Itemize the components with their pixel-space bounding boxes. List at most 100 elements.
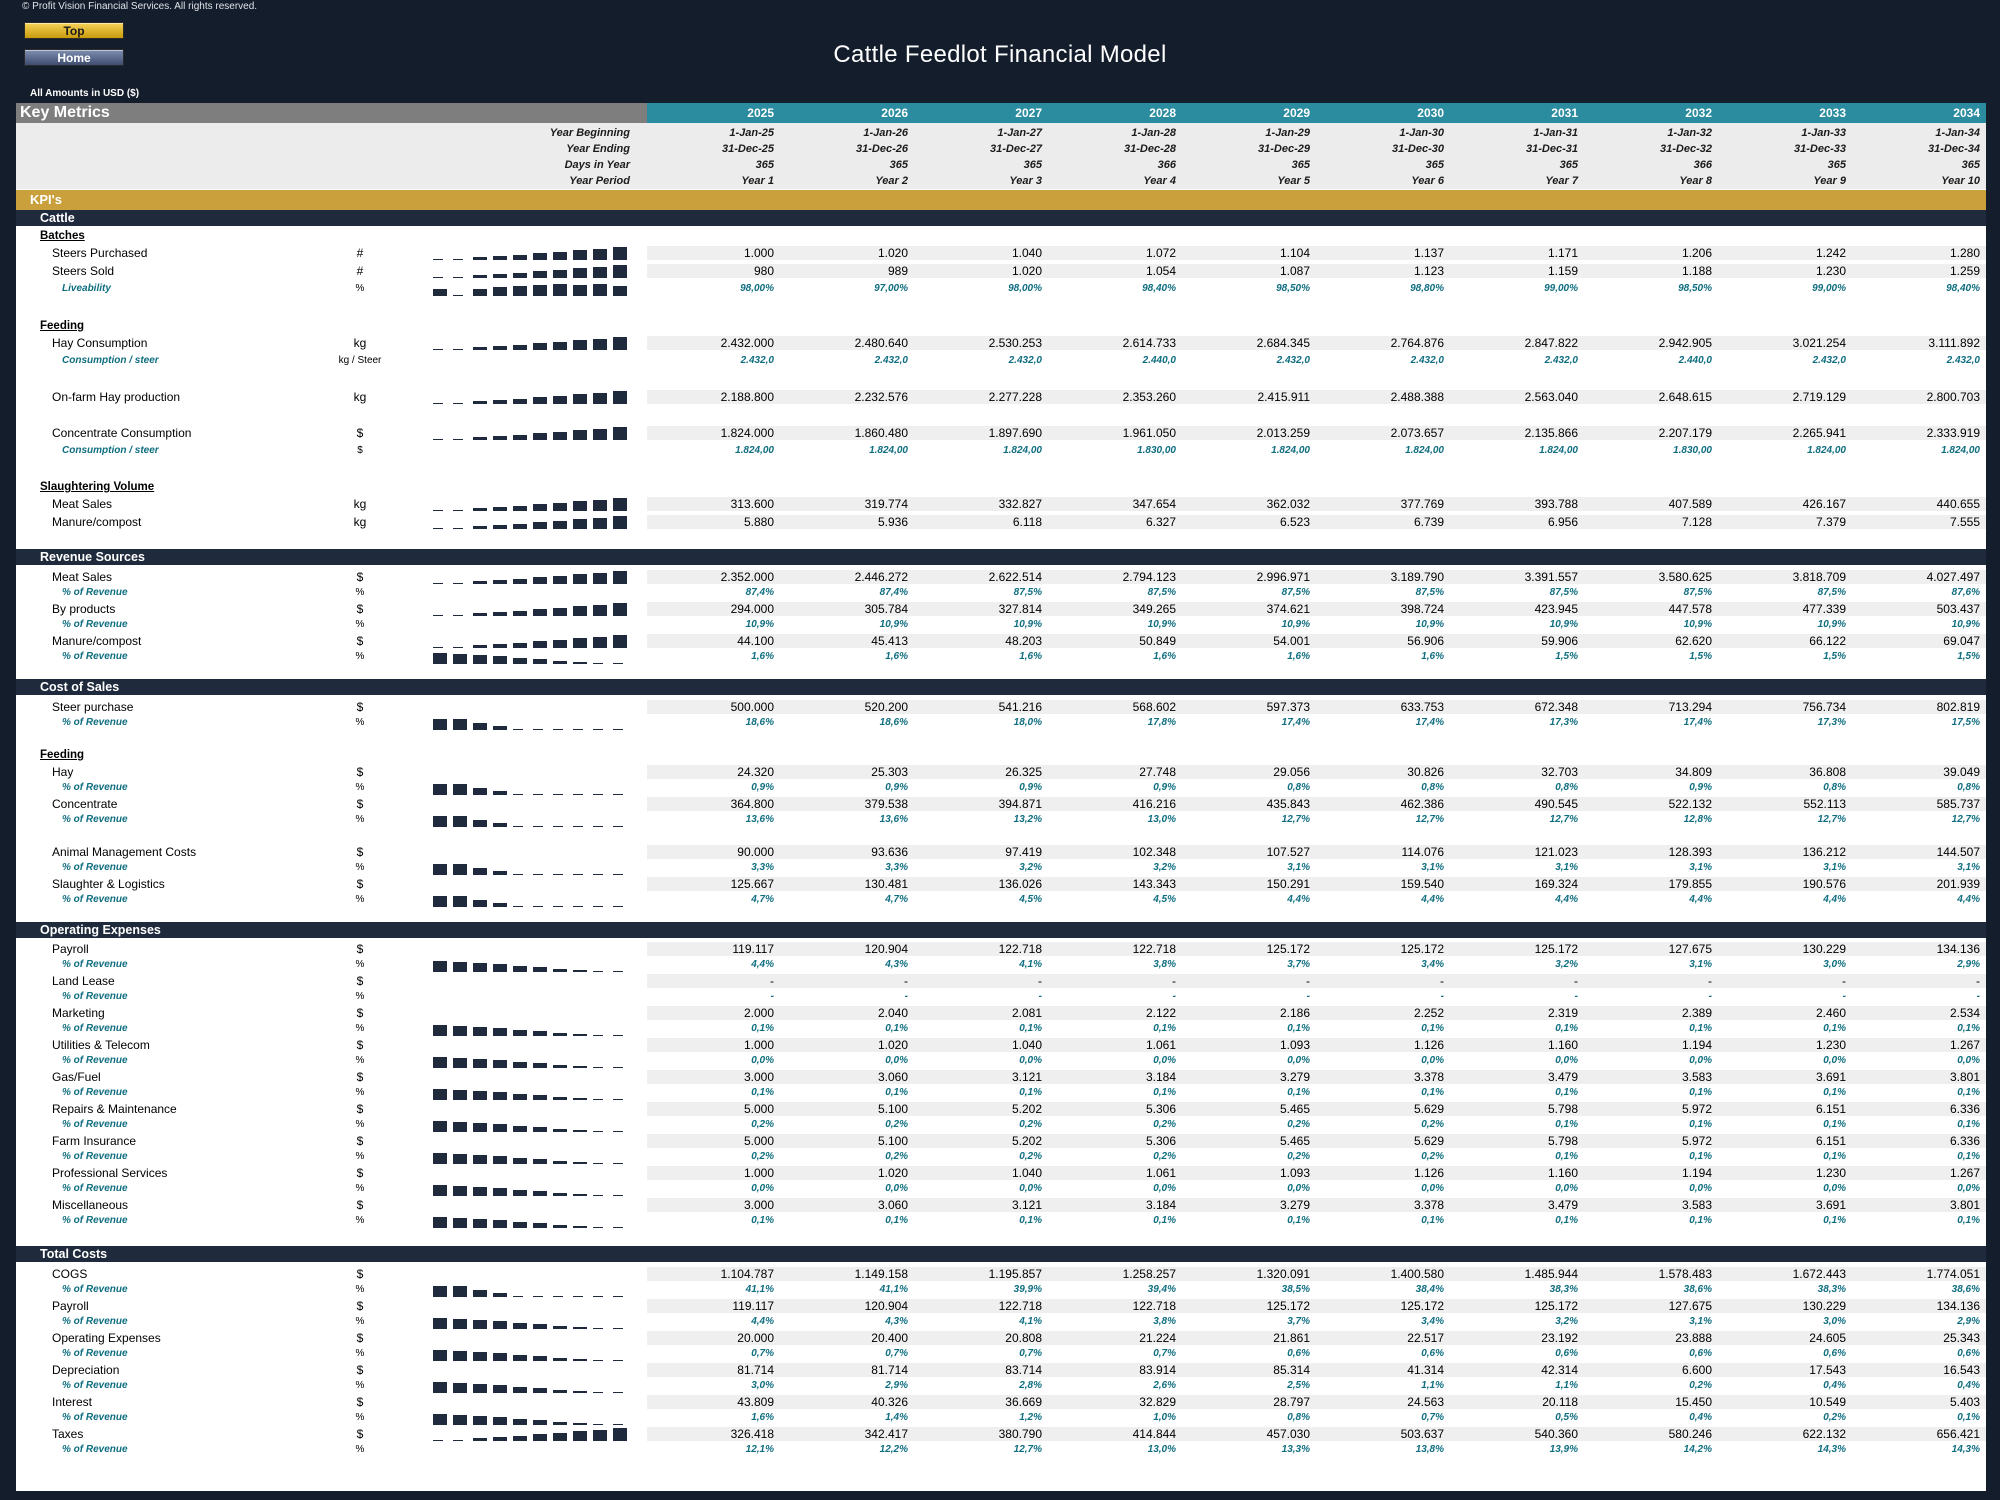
sparkline-bar [453, 349, 463, 350]
cell-value: 99,00% [1812, 283, 1846, 294]
cell-value: 1.206 [1681, 246, 1712, 260]
cell-value: 125.172 [1266, 942, 1310, 956]
cell-value: 5.880 [743, 515, 774, 529]
cell-value: 0,4% [1823, 1380, 1846, 1391]
cell-value: 2.432,0 [1008, 355, 1042, 366]
sparkline-bar [553, 608, 567, 616]
period-value: Year 1 [741, 175, 774, 187]
sparkline-bar [473, 1384, 487, 1393]
cell-value: 0,0% [1957, 1183, 1980, 1194]
cell-value: 0,8% [1823, 782, 1846, 793]
percent-row: % of Revenue% 1,6% 1,4% 1,2% 1,0% 0,8% 0,7% 0,5… [16, 1410, 1986, 1426]
cell-value: 2.353.260 [1122, 390, 1176, 404]
cell-value: 0,0% [751, 1055, 774, 1066]
cell-value: 169.324 [1534, 877, 1578, 891]
unit-label: $ [356, 845, 364, 859]
cell-value: 5.306 [1145, 1102, 1176, 1116]
sparkline-bar [573, 662, 587, 664]
sparkline-icon [433, 427, 627, 440]
period-value: Year 2 [875, 175, 908, 187]
row-label: % of Revenue [62, 1348, 128, 1359]
data-row: Miscellaneous $3.000 3.060 3.121 3.184 3.279 3… [16, 1197, 1986, 1213]
row-label: Depreciation [52, 1363, 120, 1377]
sparkline-bar [513, 1094, 527, 1100]
cell-value: 17,4% [1415, 717, 1444, 728]
sparkline-bar [593, 637, 607, 648]
cell-value: 125.172 [1534, 1299, 1578, 1313]
cell-value: 3,8% [1153, 1316, 1176, 1327]
cell-value: 0,2% [1421, 1119, 1444, 1130]
cell-value: 201.939 [1936, 877, 1980, 891]
data-row: Slaughter & Logistics $125.667 130.481 136.… [16, 876, 1986, 892]
row-shading [647, 602, 1986, 616]
period-value: 1-Jan-32 [1667, 127, 1712, 139]
cell-value: 1.072 [1145, 246, 1176, 260]
cell-value: 0,1% [1823, 1087, 1846, 1098]
sparkline-bar [533, 1420, 547, 1425]
sparkline-bar [613, 635, 627, 648]
cell-value: 4,4% [1689, 894, 1712, 905]
cell-value: 1.400.580 [1390, 1267, 1444, 1281]
row-shading [647, 942, 1986, 956]
unit-label: % [355, 959, 365, 970]
sparkline-bar [553, 503, 567, 511]
sparkline-bar [613, 1099, 623, 1100]
row-shading [647, 1070, 1986, 1084]
cell-value: 1.000 [743, 1038, 774, 1052]
cell-value: 1.830,00 [1673, 445, 1712, 456]
top-button[interactable]: Top [24, 22, 124, 39]
unit-label: $ [356, 602, 364, 616]
sparkline-bar [593, 874, 603, 875]
cell-value: 144.507 [1936, 845, 1980, 859]
cell-value: 10.549 [1809, 1395, 1846, 1409]
sparkline-bar [533, 271, 547, 278]
sparkline-bar [473, 1155, 487, 1164]
sparkline-bar [573, 430, 587, 440]
row-label: % of Revenue [62, 1380, 128, 1391]
sparkline-bar [473, 275, 487, 278]
cell-value: 1,5% [1823, 651, 1846, 662]
sparkline-bar [433, 896, 447, 907]
cell-value: 17,4% [1281, 717, 1310, 728]
sparkline-bar [613, 391, 627, 404]
cell-value: 0,1% [1019, 1023, 1042, 1034]
cell-value: 98,80% [1410, 283, 1444, 294]
sparkline-bar [533, 609, 547, 616]
sparkline-bar [573, 1391, 587, 1393]
currency-note: All Amounts in USD ($) [30, 88, 140, 99]
cell-value: 2.764.876 [1390, 336, 1444, 350]
cell-value: 14,3% [1951, 1444, 1980, 1455]
cell-value: 143.343 [1132, 877, 1176, 891]
sparkline-bar [433, 1185, 447, 1196]
cell-value: 2.530.253 [988, 336, 1042, 350]
cell-value: 319.774 [864, 497, 908, 511]
cell-value: 0,0% [885, 1055, 908, 1066]
unit-label: % [355, 1348, 365, 1359]
cell-value: 5.403 [1949, 1395, 1980, 1409]
cell-value: 0,9% [885, 782, 908, 793]
cell-value: 0,8% [1957, 782, 1980, 793]
year-header: 2028 [1149, 106, 1176, 120]
cell-value: 18,6% [879, 717, 908, 728]
row-shading [647, 1006, 1986, 1020]
cell-value: 2.432,0 [1276, 355, 1310, 366]
row-label: Steers Sold [52, 264, 115, 278]
sparkline-bar [593, 605, 607, 616]
cell-value: 1,6% [1019, 651, 1042, 662]
cell-value: 0,0% [1957, 1055, 1980, 1066]
sparkline-bar [433, 528, 443, 529]
cell-value: 3.279 [1279, 1198, 1310, 1212]
sparkline-bar [513, 1419, 527, 1425]
sparkline-bar [553, 521, 567, 529]
cell-value: 0,7% [1421, 1412, 1444, 1423]
cell-value: 10,9% [1951, 619, 1980, 630]
cell-value: 4,4% [1555, 894, 1578, 905]
sparkline-bar [453, 259, 463, 260]
cell-value: 1,5% [1957, 651, 1980, 662]
cell-value: 39,9% [1013, 1284, 1042, 1295]
cell-value: 3.479 [1547, 1198, 1578, 1212]
home-button[interactable]: Home [24, 49, 124, 66]
unit-label: % [355, 1087, 365, 1098]
cell-value: 1.123 [1413, 264, 1444, 278]
section-header: Operating Expenses [16, 922, 1986, 938]
